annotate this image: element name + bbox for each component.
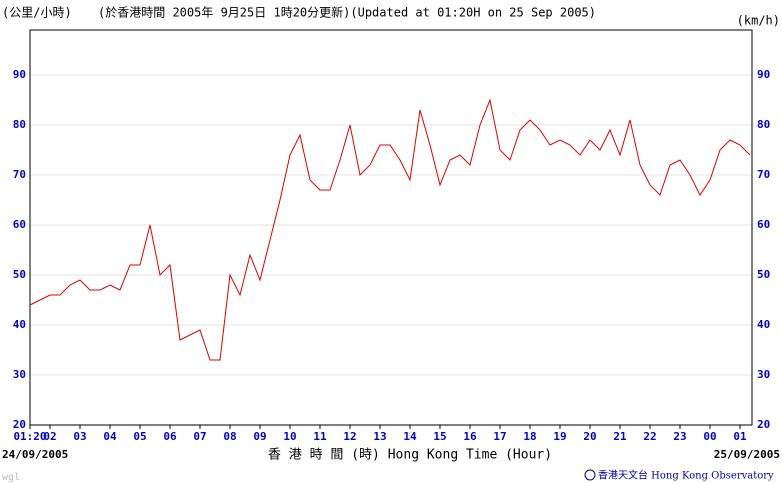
y-unit-label: (公里/小時) — [2, 6, 72, 20]
y-tick-label: 60 — [13, 218, 26, 231]
x-tick-label: 01 — [733, 430, 747, 443]
y-tick-label: 30 — [13, 368, 26, 381]
y-tick-label: 90 — [13, 68, 26, 81]
x-tick-label: 08 — [223, 430, 236, 443]
x-tick-label: 13 — [373, 430, 386, 443]
y2-tick-label: 20 — [757, 418, 770, 431]
end-date: 25/09/2005 — [714, 448, 780, 461]
credit: 香港天文台 Hong Kong Observatory — [598, 469, 774, 482]
x-tick-label: 05 — [133, 430, 146, 443]
x-tick-label: 06 — [163, 430, 177, 443]
y2-tick-label: 80 — [757, 118, 770, 131]
watermark: wgl — [2, 472, 20, 483]
x-tick-label: 22 — [643, 430, 656, 443]
y2-tick-label: 90 — [757, 68, 770, 81]
x-tick-label: 04 — [103, 430, 117, 443]
y2-tick-label: 40 — [757, 318, 770, 331]
y-tick-label: 50 — [13, 268, 26, 281]
x-tick-label: 14 — [403, 430, 417, 443]
y-tick-label: 20 — [13, 418, 26, 431]
x-tick-label: 02 — [43, 430, 56, 443]
y-tick-label: 70 — [13, 168, 26, 181]
x-tick-label: 03 — [73, 430, 86, 443]
x-tick-label: 07 — [193, 430, 206, 443]
y2-tick-label: 30 — [757, 368, 770, 381]
logo — [584, 469, 596, 481]
y-tick-label: 80 — [13, 118, 26, 131]
series-line — [29, 98, 751, 361]
x-tick-label: 19 — [553, 430, 566, 443]
x-tick-label: 21 — [613, 430, 627, 443]
x-tick-label: 09 — [253, 430, 266, 443]
x-tick-label: 20 — [583, 430, 596, 443]
x-tick-label: 12 — [343, 430, 356, 443]
x-tick-label: 16 — [463, 430, 477, 443]
x-tick-label: 15 — [433, 430, 446, 443]
y2-tick-label: 70 — [757, 168, 770, 181]
x-tick-label: 01:20 — [13, 430, 46, 443]
x-tick-label: 23 — [673, 430, 686, 443]
chart-title: (於香港時間 2005年 9月25日 1時20分更新)(Updated at 0… — [98, 5, 596, 20]
x-axis-label: 香 港 時 間 (時) Hong Kong Time (Hour) — [268, 448, 552, 463]
plot-frame — [29, 29, 753, 426]
x-tick-label: 18 — [523, 430, 536, 443]
y2-tick-label: 50 — [757, 268, 770, 281]
x-tick-label: 17 — [493, 430, 506, 443]
x-tick-label: 11 — [313, 430, 327, 443]
x-tick-label: 10 — [283, 430, 296, 443]
y2-tick-label: 60 — [757, 218, 770, 231]
x-tick-label: 00 — [703, 430, 716, 443]
y-tick-label: 40 — [13, 318, 26, 331]
y2-unit-label: (km/h) — [737, 14, 780, 28]
start-date: 24/09/2005 — [2, 448, 68, 461]
